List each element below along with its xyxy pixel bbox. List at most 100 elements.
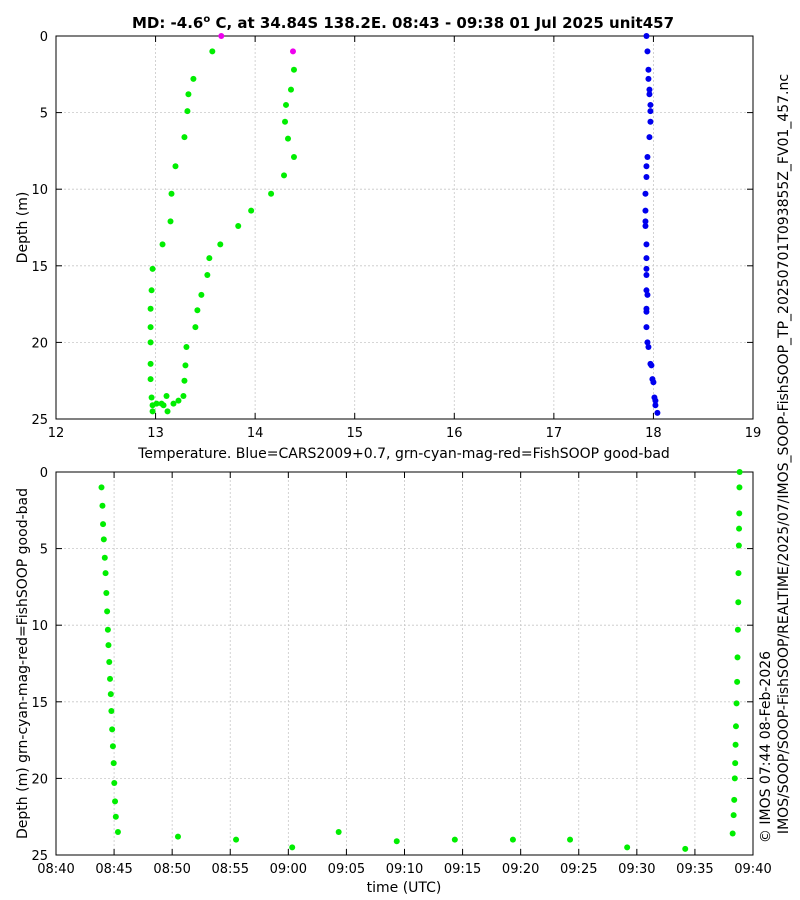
good-data-point (100, 536, 107, 543)
good-data-point (147, 360, 154, 367)
y-axis-label: Depth (m) (15, 192, 31, 264)
good-data-point (101, 554, 108, 561)
climatology-data-point (647, 108, 654, 115)
climatology-data-point (644, 291, 651, 298)
good-data-point (282, 118, 289, 125)
good-data-point (110, 760, 117, 767)
good-data-point (567, 836, 574, 843)
climatology-data-point (642, 222, 649, 229)
climatology-data-point (644, 48, 651, 55)
good-data-point (114, 829, 121, 836)
climatology-data-point (643, 324, 650, 331)
climatology-data-point (646, 86, 653, 93)
good-data-point (172, 163, 179, 170)
climatology-data-point (643, 163, 650, 170)
good-data-point (736, 510, 743, 517)
climatology-data-point (647, 101, 654, 108)
good-data-point (159, 241, 166, 248)
climatology-data-point (652, 402, 659, 409)
good-data-point (731, 775, 738, 782)
good-data-point (731, 796, 738, 803)
good-data-point (112, 813, 119, 820)
good-data-point (732, 760, 739, 767)
y-tick-label: 15 (31, 696, 48, 711)
good-data-point (100, 521, 107, 528)
climatology-data-point (646, 134, 653, 141)
good-data-point (217, 241, 224, 248)
good-data-point (183, 343, 190, 350)
grid-lines (56, 36, 753, 419)
x-axis-label: time (UTC) (367, 880, 442, 896)
good-data-point (393, 838, 400, 845)
good-data-point (206, 255, 213, 262)
x-tick-label: 09:20 (502, 862, 539, 877)
good-data-point (111, 779, 118, 786)
good-data-point (149, 408, 156, 415)
good-data-point (109, 743, 116, 750)
climatology-data-point (646, 91, 653, 98)
good-data-point (175, 397, 182, 404)
good-data-point (185, 91, 192, 98)
good-data-point (290, 154, 297, 161)
good-data-point (99, 502, 106, 509)
y-tick-label: 25 (31, 413, 48, 428)
good-data-point (109, 726, 116, 733)
x-tick-label: 13 (147, 426, 164, 441)
good-data-point (104, 608, 111, 615)
good-data-point (736, 484, 743, 491)
good-data-point (112, 798, 119, 805)
good-data-point (107, 675, 114, 682)
y-tick-label: 0 (40, 30, 48, 45)
y-tick-label: 0 (40, 466, 48, 481)
good-data-point (174, 833, 181, 840)
data-points (98, 469, 743, 852)
good-data-point (163, 393, 170, 400)
good-data-point (734, 654, 741, 661)
good-data-point (287, 86, 294, 93)
x-tick-label: 08:50 (153, 862, 190, 877)
x-axis-label: Temperature. Blue=CARS2009+0.7, grn-cyan… (137, 446, 670, 462)
good-data-point (147, 339, 154, 346)
good-data-point (734, 626, 741, 633)
good-data-point (281, 172, 288, 179)
good-data-point (248, 207, 255, 214)
x-tick-label: 08:40 (37, 862, 74, 877)
good-data-point (104, 626, 111, 633)
good-data-point (734, 678, 741, 685)
good-data-point (102, 570, 109, 577)
good-data-point (451, 836, 458, 843)
y-ticks: 0 5 10 15 20 25 (31, 30, 753, 428)
climatology-data-point (644, 339, 651, 346)
good-data-point (268, 190, 275, 197)
climatology-data-point (643, 241, 650, 248)
y-tick-label: 5 (40, 107, 48, 122)
climatology-data-point (650, 379, 657, 386)
climatology-data-point (642, 207, 649, 214)
good-data-point (181, 134, 188, 141)
x-tick-label: 09:30 (618, 862, 655, 877)
good-data-point (735, 542, 742, 549)
grid-lines (56, 472, 753, 855)
y-tick-label: 20 (31, 336, 48, 351)
good-data-point (194, 307, 201, 314)
good-data-point (735, 570, 742, 577)
climatology-data-point (648, 362, 655, 369)
climatology-data-point (645, 343, 652, 350)
good-data-point (168, 190, 175, 197)
x-tick-label: 17 (546, 426, 563, 441)
good-data-point (160, 402, 167, 409)
climatology-data-point (643, 33, 650, 39)
x-tick-label: 08:55 (212, 862, 249, 877)
good-data-point (153, 400, 160, 407)
climatology-data-point (642, 190, 649, 197)
good-data-point (682, 845, 689, 852)
x-tick-label: 09:40 (734, 862, 771, 877)
good-data-point (148, 394, 155, 401)
data-points (147, 33, 661, 416)
good-data-point (170, 400, 177, 407)
good-data-point (198, 291, 205, 298)
climatology-data-point (652, 397, 659, 404)
climatology-data-point (654, 409, 661, 416)
good-data-point (290, 66, 297, 73)
good-data-point (103, 590, 110, 597)
